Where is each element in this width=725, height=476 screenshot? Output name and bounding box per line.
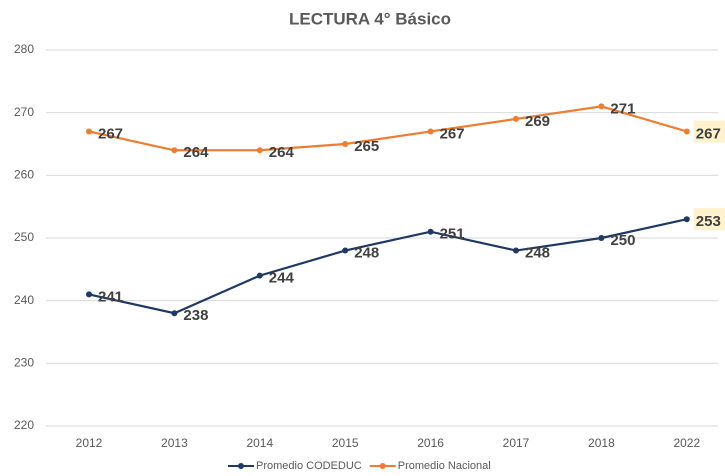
data-label: 241 — [98, 288, 123, 305]
x-tick-label: 2017 — [503, 436, 530, 450]
x-tick-label: 2016 — [417, 436, 444, 450]
point — [513, 115, 519, 122]
x-tick-label: 2015 — [332, 436, 359, 450]
chart-title: LECTURA 4° Básico — [289, 9, 451, 28]
series-line — [88, 218, 688, 315]
data-label: 269 — [525, 113, 550, 130]
y-tick-label: 240 — [14, 293, 34, 307]
x-tick-label: 2022 — [673, 436, 700, 450]
y-tick-label: 220 — [14, 418, 34, 432]
data-label: 251 — [440, 226, 465, 243]
y-tick-label: 260 — [14, 168, 34, 182]
point — [256, 272, 263, 279]
point — [86, 291, 92, 298]
legend-label: Promedio Nacional — [398, 460, 491, 472]
point — [171, 310, 178, 317]
label-highlight — [693, 208, 725, 231]
point — [513, 247, 519, 254]
data-label: 267 — [98, 125, 123, 142]
point — [342, 247, 349, 254]
data-label: 267 — [440, 125, 465, 142]
data-label: 244 — [269, 270, 295, 287]
x-tick-label: 2013 — [161, 436, 188, 450]
x-tick-label: 2018 — [588, 436, 615, 450]
point — [598, 235, 605, 241]
point — [86, 128, 92, 135]
point — [427, 128, 434, 135]
data-label: 253 — [696, 213, 721, 230]
point — [342, 141, 349, 147]
series-line — [88, 105, 688, 152]
data-label: 248 — [525, 245, 550, 262]
data-label: 267 — [696, 125, 721, 142]
data-label: 250 — [610, 232, 635, 249]
data-label: 248 — [354, 245, 379, 262]
point — [171, 147, 178, 154]
y-tick-label: 230 — [14, 356, 34, 370]
point — [256, 147, 263, 154]
legend-marker — [379, 463, 386, 469]
point — [683, 128, 690, 135]
data-label: 238 — [183, 307, 208, 324]
y-tick-label: 280 — [14, 42, 34, 56]
legend-label: Promedio CODEDUC — [256, 460, 362, 472]
legend-marker — [238, 463, 244, 469]
data-label: 264 — [269, 144, 295, 161]
data-label: 264 — [183, 144, 209, 161]
x-tick-label: 2012 — [76, 436, 103, 450]
data-label: 265 — [354, 138, 379, 155]
x-tick-label: 2014 — [246, 436, 273, 450]
point — [598, 103, 605, 110]
y-tick-label: 250 — [14, 230, 34, 244]
data-label: 271 — [610, 100, 635, 117]
point — [683, 216, 690, 223]
y-tick-label: 270 — [14, 105, 34, 119]
label-highlight — [693, 120, 725, 143]
point — [427, 228, 434, 235]
